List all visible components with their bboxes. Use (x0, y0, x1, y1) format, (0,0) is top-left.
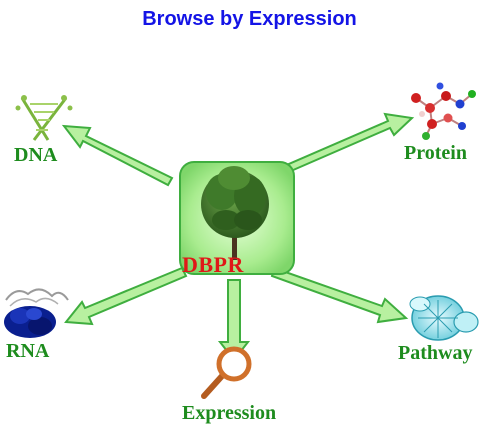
node-label-protein[interactable]: Protein (404, 142, 467, 164)
pathway-icon (409, 295, 479, 341)
node-label-dna[interactable]: DNA (14, 144, 58, 166)
magnifier-icon (201, 346, 252, 399)
dna-icon (15, 95, 73, 141)
arrow-to-protein (280, 112, 415, 176)
node-label-pathway[interactable]: Pathway (398, 342, 473, 364)
diagram-title: Browse by Expression (142, 8, 357, 30)
protein-molecule-icon (411, 82, 476, 140)
tree-icon (201, 166, 269, 260)
node-label-expression[interactable]: Expression (182, 402, 277, 424)
node-label-rna[interactable]: RNA (6, 340, 50, 362)
rna-icon (4, 288, 69, 338)
arrow-to-rna (64, 266, 188, 326)
arrow-to-dna (61, 124, 174, 187)
arrow-to-pathway (270, 266, 409, 324)
center-label[interactable]: DBPR (182, 252, 244, 277)
